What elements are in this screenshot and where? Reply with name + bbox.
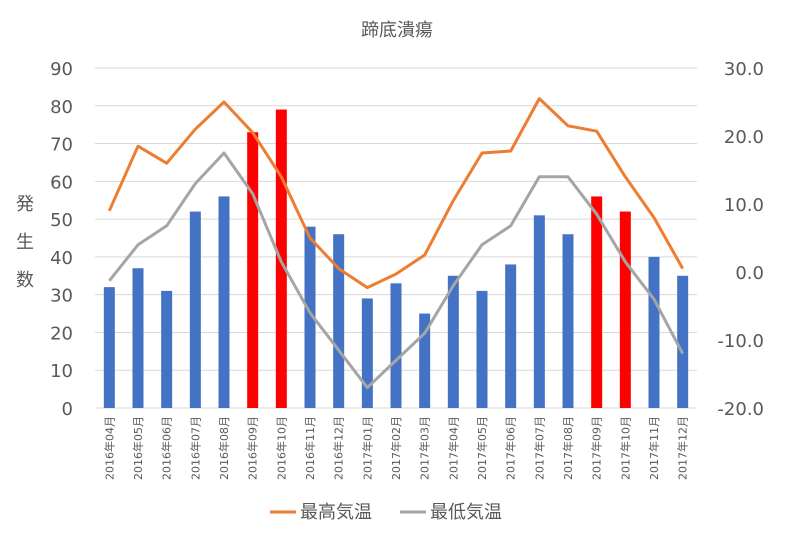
x-tick-label: 2016年06月 [160,416,174,480]
y-axis-label-char: 発 [16,194,34,215]
left-tick-label: 10 [50,361,73,382]
bar [648,256,660,408]
x-tick-label: 2016年12月 [332,416,346,480]
x-tick-label: 2016年10月 [274,416,288,480]
x-tick-label: 2016年04月 [102,416,116,480]
bar [361,298,373,408]
left-tick-label: 50 [50,210,73,231]
left-tick-label: 60 [50,172,73,193]
x-tick-label: 2016年05月 [131,416,145,480]
left-tick-label: 0 [62,399,73,420]
series-line [107,97,685,290]
x-tick-label: 2017年09月 [590,416,604,480]
right-tick-label: 0.0 [735,263,764,284]
x-tick-label: 2016年09月 [246,416,260,480]
left-tick-label: 90 [50,59,73,80]
y-axis-label-char: 数 [16,270,34,291]
x-tick-label: 2017年03月 [418,416,432,480]
right-tick-label: -10.0 [717,331,764,352]
x-tick-label: 2017年07月 [532,416,546,480]
series-line [108,151,685,390]
right-tick-label: 20.0 [724,127,764,148]
lines [107,97,685,390]
x-tick-label: 2016年08月 [217,416,231,480]
bar [419,313,431,408]
right-axis-ticks: -20.0 -10.0 0.0 10.0 20.0 30.0 [717,59,764,420]
y-axis-label: 発生数 [16,194,34,291]
left-tick-label: 80 [50,97,73,118]
left-tick-label: 40 [50,248,73,269]
bar [103,287,115,408]
x-tick-label: 2017年10月 [618,416,632,480]
right-tick-label: 10.0 [724,195,764,216]
x-tick-label: 2017年04月 [446,416,460,480]
right-tick-label: -20.0 [717,399,764,420]
bar [390,283,402,408]
bar [505,264,517,408]
right-tick-label: 30.0 [724,59,764,80]
bar [189,211,201,408]
x-tick-label: 2017年02月 [389,416,403,480]
legend: 最高気温 最低気温 [270,502,502,523]
bar [533,215,545,408]
bar [218,196,230,408]
bar [161,290,173,408]
x-axis-ticks: 2016年04月 2016年05月 2016年06月 2016年07月 2016年08月… [102,416,689,480]
x-tick-label: 2017年06月 [504,416,518,480]
chart-title: 蹄底潰瘍 [361,20,433,41]
bar [304,226,316,408]
x-tick-label: 2017年08月 [561,416,575,480]
left-tick-label: 70 [50,135,73,156]
y-axis-label-char: 生 [16,232,34,253]
bar [247,132,259,408]
x-tick-label: 2016年07月 [188,416,202,480]
bar [677,275,689,408]
bar [619,211,631,408]
bars [103,109,689,409]
bar [132,268,144,408]
bar [447,275,459,408]
bar [591,196,603,408]
x-tick-label: 2017年05月 [475,416,489,480]
x-tick-label: 2017年12月 [676,416,690,480]
left-tick-label: 20 [50,323,73,344]
x-tick-label: 2017年11月 [647,416,661,480]
left-tick-label: 30 [50,286,73,307]
bar [333,234,345,408]
legend-label: 最低気温 [430,502,502,523]
bar [476,290,488,408]
legend-label: 最高気温 [300,502,372,523]
x-tick-label: 2016年11月 [303,416,317,480]
x-tick-label: 2017年01月 [360,416,374,480]
left-axis-ticks: 0 10 20 30 40 50 60 70 80 90 [50,59,73,420]
bar [562,234,574,408]
